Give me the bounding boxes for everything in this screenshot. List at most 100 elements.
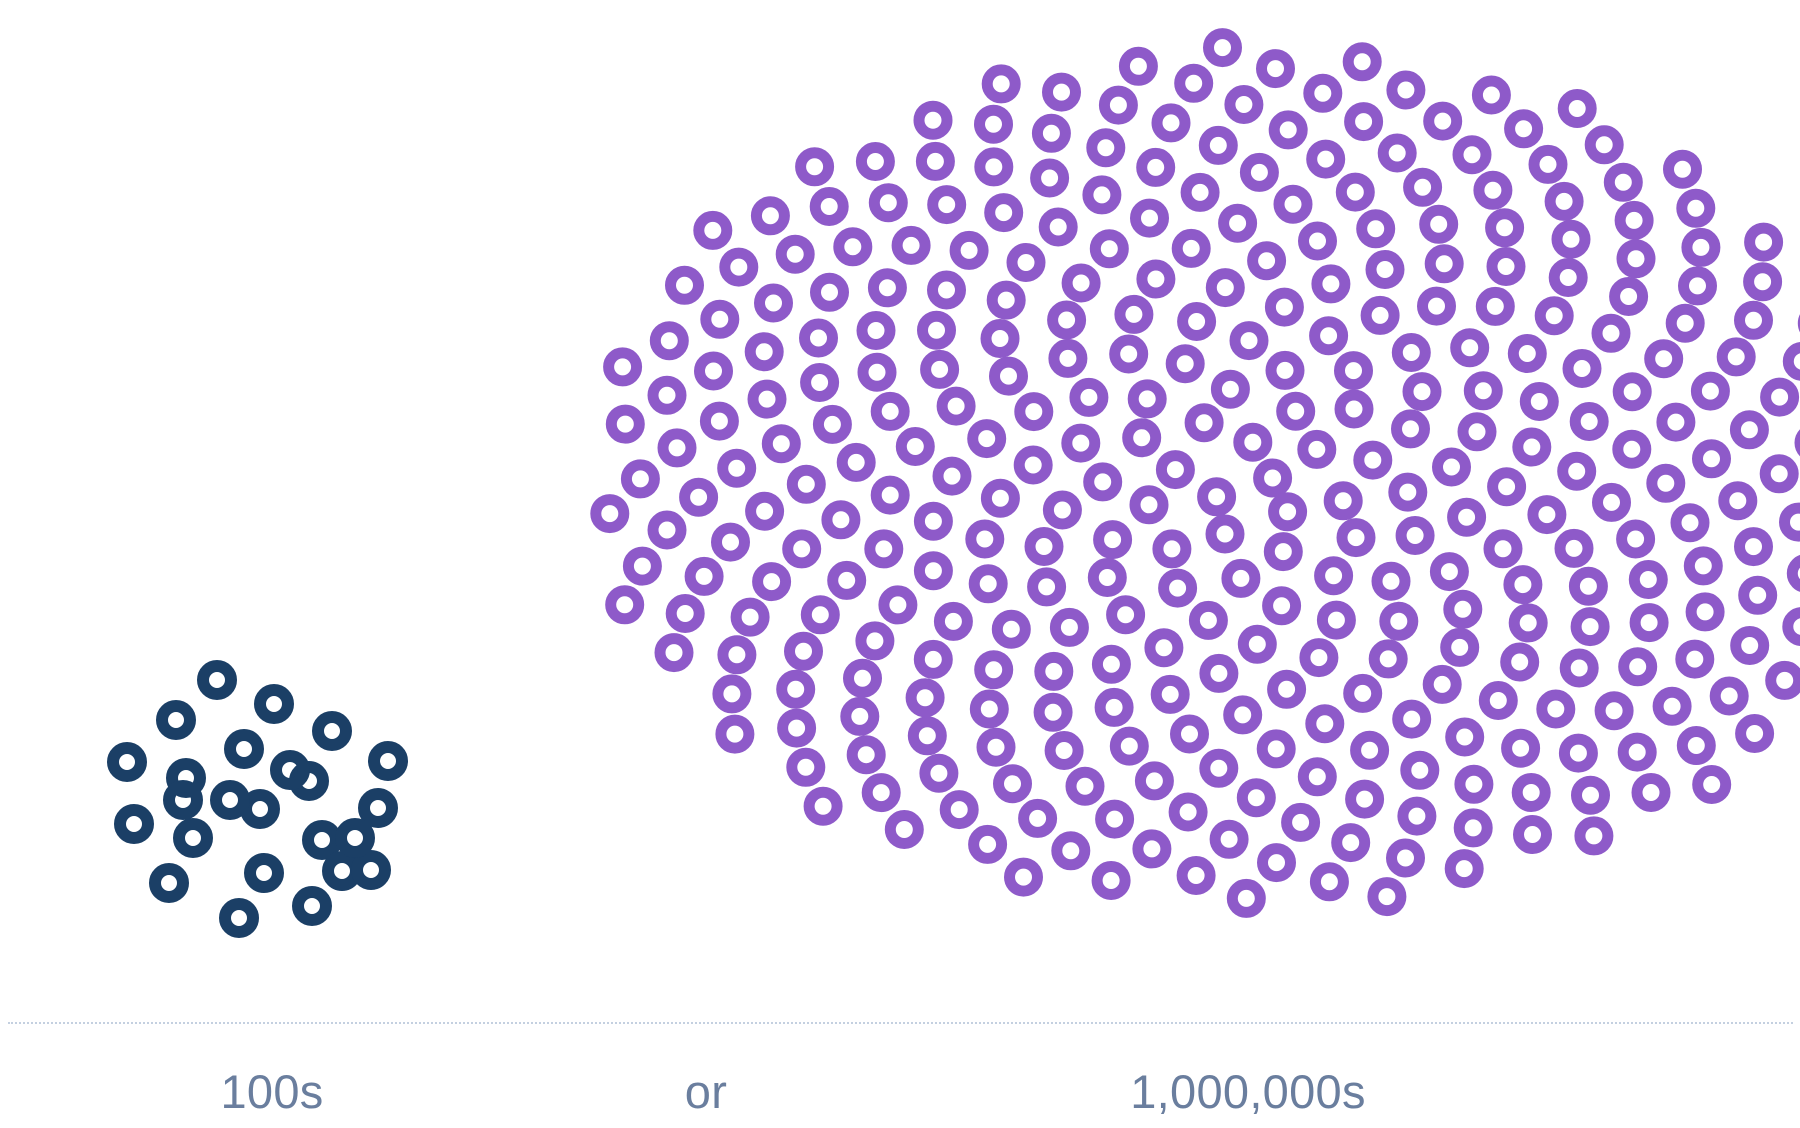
ring-icon — [800, 363, 840, 402]
ring-icon — [989, 356, 1028, 396]
ring-icon — [1507, 334, 1547, 373]
ring-icon — [1487, 467, 1527, 507]
ring-icon — [1158, 568, 1198, 608]
ring-icon — [1094, 687, 1134, 727]
ring-icon — [1554, 528, 1594, 568]
ring-icon — [1534, 296, 1574, 336]
ring-icon — [1049, 607, 1089, 647]
ring-icon — [1199, 748, 1239, 788]
ring-icon — [292, 886, 332, 926]
ring-icon — [1454, 764, 1494, 804]
ring-icon — [1557, 451, 1597, 491]
ring-icon — [1571, 775, 1610, 815]
ring-icon — [1709, 676, 1749, 716]
ring-icon — [240, 789, 280, 829]
ring-icon — [1018, 798, 1058, 838]
ring-icon — [1685, 592, 1725, 632]
ring-icon — [984, 193, 1024, 233]
ring-icon — [974, 147, 1014, 187]
ring-icon — [1652, 686, 1692, 726]
ring-icon — [647, 375, 687, 415]
ring-icon — [1239, 152, 1279, 192]
ring-icon — [1044, 731, 1084, 770]
ring-icon — [1323, 481, 1363, 521]
ring-icon — [991, 609, 1031, 649]
ring-icon — [1031, 113, 1071, 153]
ring-icon — [1429, 552, 1469, 592]
ring-icon — [750, 196, 790, 236]
ring-icon — [761, 424, 801, 464]
ring-icon — [980, 319, 1020, 358]
ring-icon — [605, 404, 645, 444]
ring-icon — [1264, 287, 1304, 327]
ring-icon — [312, 711, 352, 751]
ring-icon — [1718, 481, 1758, 521]
ring-icon — [843, 658, 882, 698]
ring-icon — [1504, 109, 1544, 149]
ring-icon — [1744, 222, 1784, 262]
ring-icon — [1594, 691, 1634, 731]
ring-icon — [857, 352, 897, 392]
ring-icon — [993, 764, 1032, 804]
ring-icon — [933, 601, 973, 641]
ring-icon — [1473, 170, 1513, 210]
ring-icon — [1297, 757, 1337, 797]
ring-icon — [868, 183, 908, 223]
ring-icon — [1226, 878, 1266, 918]
ring-icon — [855, 621, 895, 661]
ring-icon — [603, 347, 643, 387]
ring-icon — [1663, 149, 1702, 189]
ring-icon — [1109, 726, 1149, 766]
ring-icon — [1371, 561, 1411, 601]
ring-icon — [1237, 624, 1277, 664]
ring-icon — [1151, 103, 1191, 143]
ring-icon — [1782, 342, 1800, 381]
ring-icon — [1612, 372, 1652, 412]
ring-icon — [1004, 857, 1043, 897]
ring-icon — [1665, 303, 1705, 343]
or-connector-label: or — [684, 1065, 728, 1118]
ring-icon — [1221, 558, 1261, 598]
ring-icon — [913, 551, 953, 591]
ring-icon — [1262, 586, 1302, 626]
ring-icon — [1558, 733, 1598, 773]
ring-icon — [855, 142, 895, 181]
ring-icon — [974, 104, 1013, 144]
ring-icon — [1311, 264, 1351, 304]
ring-icon — [665, 594, 705, 633]
ring-icon — [1443, 589, 1483, 629]
ring-icon — [712, 674, 752, 714]
ring-icon — [846, 735, 886, 775]
ring-icon — [1345, 779, 1385, 819]
ring-icon — [1422, 664, 1462, 704]
ring-icon — [1303, 73, 1343, 113]
ring-icon — [1198, 125, 1238, 165]
ring-icon — [1570, 607, 1610, 647]
ring-icon — [1170, 714, 1209, 754]
ring-icon — [1392, 699, 1432, 739]
ring-icon — [1061, 423, 1101, 463]
ring-icon — [1106, 595, 1146, 635]
ring-icon — [715, 714, 755, 754]
ring-icon — [812, 404, 852, 444]
ring-icon — [1616, 519, 1656, 559]
ring-icon — [965, 519, 1005, 559]
ring-icon — [878, 585, 918, 625]
ring-icon — [775, 234, 815, 274]
small-ring-cluster — [107, 660, 408, 938]
ring-icon — [969, 689, 1009, 729]
ring-icon — [1265, 350, 1305, 390]
ring-icon — [1093, 520, 1133, 560]
ring-icon — [981, 64, 1021, 104]
ring-icon — [821, 500, 861, 540]
ring-icon — [605, 585, 645, 625]
ring-icon — [1229, 321, 1269, 361]
ring-icon — [1129, 485, 1169, 525]
ring-icon — [1098, 85, 1138, 125]
ring-icon — [1618, 647, 1658, 687]
ring-icon — [870, 475, 910, 515]
ring-icon — [974, 650, 1014, 690]
ring-icon — [1512, 427, 1552, 467]
ring-icon — [665, 265, 704, 305]
ring-icon — [1203, 28, 1242, 68]
